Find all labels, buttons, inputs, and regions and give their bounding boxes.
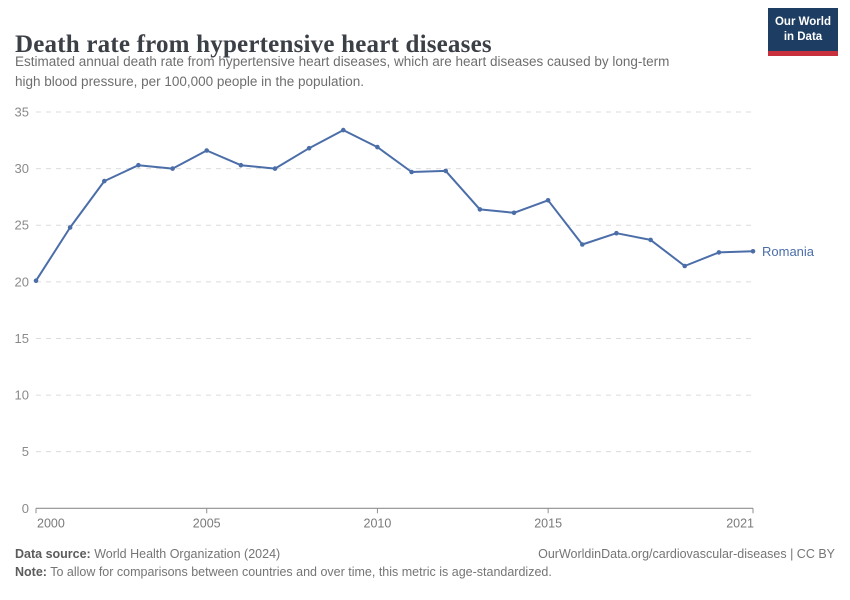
- chart-note: Note: To allow for comparisons between c…: [15, 565, 835, 579]
- owid-logo-line2: in Data: [783, 30, 823, 43]
- data-point[interactable]: [750, 249, 756, 254]
- data-point[interactable]: [545, 198, 551, 203]
- x-tick-label: 2010: [364, 516, 392, 530]
- page-title: Death rate from hypertensive heart disea…: [15, 30, 492, 58]
- data-point[interactable]: [170, 166, 175, 171]
- chart-footer: Data source: World Health Organization (…: [15, 547, 835, 579]
- chart-subtitle: Estimated annual death rate from hyperte…: [15, 52, 755, 93]
- note-label: Note:: [15, 565, 47, 579]
- data-point[interactable]: [375, 144, 380, 150]
- owid-logo[interactable]: Our World in Data: [768, 8, 838, 56]
- data-point[interactable]: [443, 168, 449, 174]
- chart-subtitle-line2: high blood pressure, per 100,000 people …: [15, 74, 365, 90]
- data-point[interactable]: [102, 178, 107, 184]
- data-source-text: World Health Organization (2024): [90, 547, 281, 561]
- data-point[interactable]: [67, 225, 73, 230]
- data-point[interactable]: [614, 230, 619, 236]
- data-point[interactable]: [272, 166, 278, 171]
- data-point[interactable]: [580, 242, 585, 247]
- x-tick-label: 2000: [37, 516, 65, 530]
- y-tick-label: 25: [15, 218, 29, 233]
- y-tick-label: 0: [22, 501, 29, 516]
- data-point[interactable]: [511, 210, 517, 216]
- note-text: To allow for comparisons between countri…: [46, 565, 552, 579]
- attribution-link[interactable]: OurWorldinData.org/cardiovascular-diseas…: [538, 547, 835, 561]
- owid-logo-line1: Our World: [774, 16, 831, 28]
- trend-line: [35, 129, 754, 282]
- chart-subtitle-line1: Estimated annual death rate from hyperte…: [15, 54, 670, 69]
- data-source-label: Data source:: [15, 547, 91, 561]
- data-point[interactable]: [682, 263, 687, 269]
- series-end-label[interactable]: Romania: [762, 244, 815, 259]
- data-point[interactable]: [716, 250, 722, 255]
- data-point[interactable]: [204, 148, 209, 153]
- x-tick-label: 2015: [534, 516, 562, 530]
- data-point[interactable]: [341, 127, 346, 133]
- data-source: Data source: World Health Organization (…: [15, 547, 280, 561]
- y-tick-label: 35: [15, 105, 29, 120]
- y-tick-label: 5: [22, 444, 29, 459]
- y-tick-label: 10: [15, 388, 29, 403]
- x-tick-label: 2005: [193, 516, 221, 530]
- data-point[interactable]: [477, 207, 483, 212]
- data-point[interactable]: [648, 237, 653, 243]
- data-point[interactable]: [238, 162, 244, 168]
- data-point[interactable]: [33, 278, 39, 284]
- data-point[interactable]: [136, 162, 141, 168]
- y-tick-label: 30: [15, 161, 29, 176]
- x-tick-label: 2021: [726, 516, 754, 530]
- y-tick-label: 20: [15, 274, 29, 289]
- data-point[interactable]: [409, 169, 414, 175]
- y-tick-label: 15: [15, 331, 29, 346]
- data-point[interactable]: [306, 145, 312, 151]
